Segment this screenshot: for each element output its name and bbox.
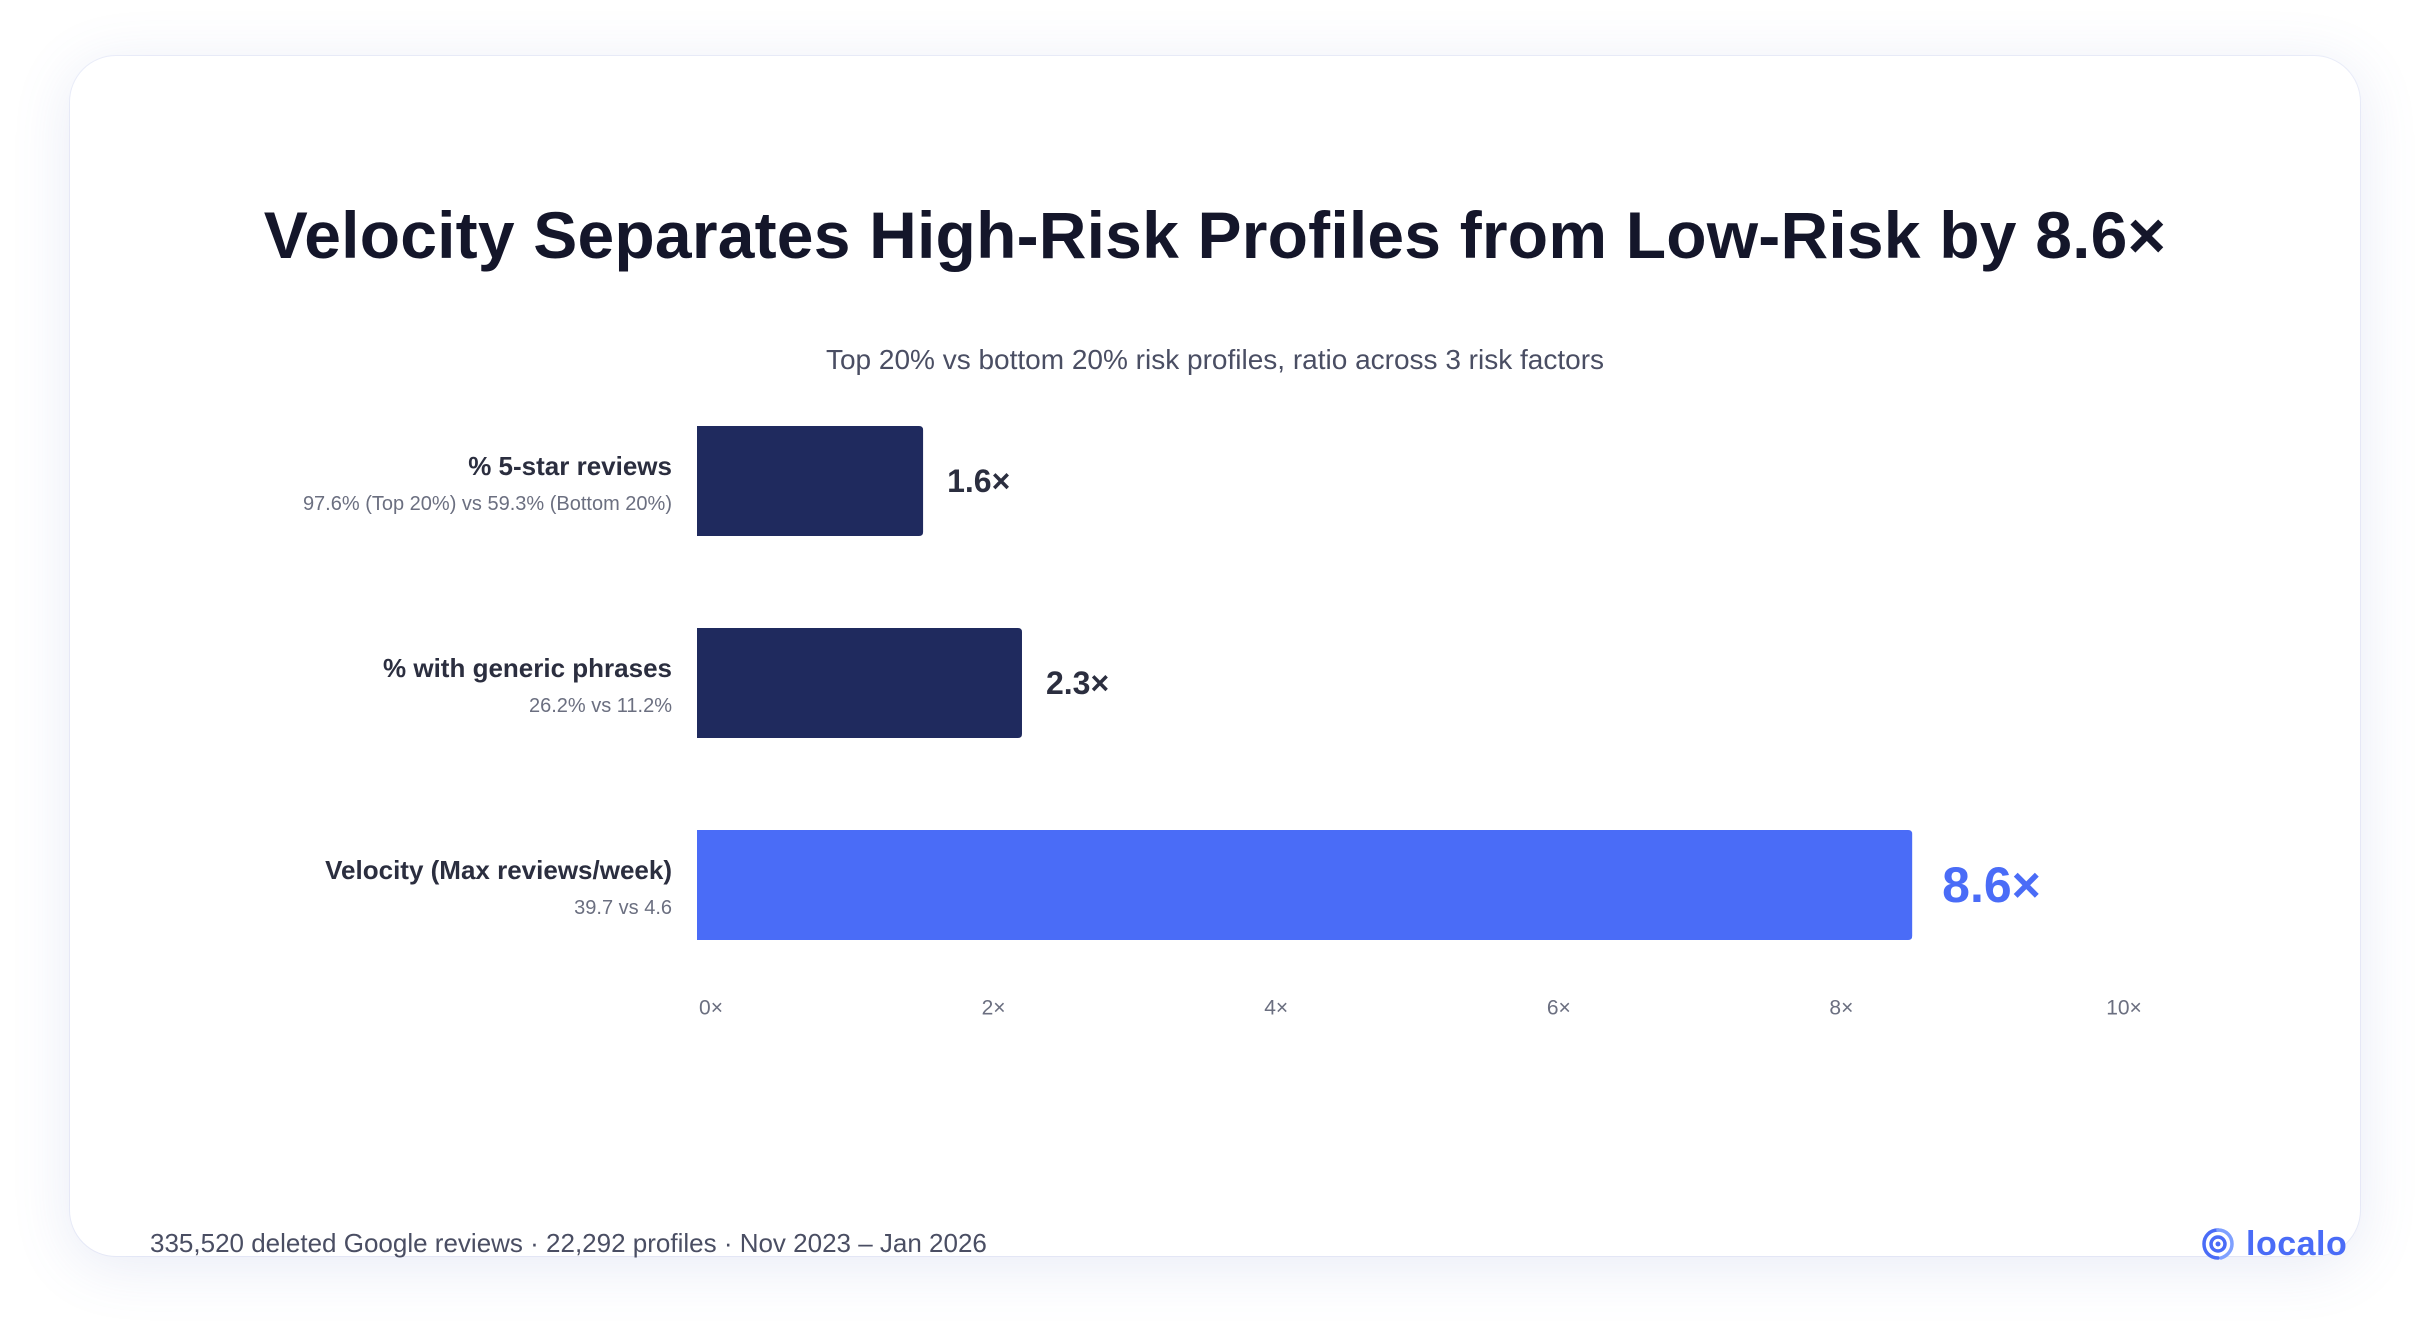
brand-logo: localo: [2198, 1220, 2347, 1268]
x-tick-label-4: 4×: [1264, 997, 1288, 1020]
value-label-3: 8.6×: [1942, 857, 2041, 913]
category-detail-2: 26.2% vs 11.2%: [529, 695, 672, 717]
category-detail-1: 97.6% (Top 20%) vs 59.3% (Bottom 20%): [303, 493, 672, 515]
value-label-1: 1.6×: [947, 463, 1010, 499]
brand-name: localo: [2246, 1224, 2348, 1263]
chart-subtitle: Top 20% vs bottom 20% risk profiles, rat…: [825, 344, 1605, 375]
x-tick-label-2: 2×: [982, 997, 1006, 1020]
footer-note: 335,520 deleted Google reviews · 22,292 …: [150, 1228, 987, 1258]
value-label-2: 2.3×: [1046, 665, 1109, 701]
bar-2: [697, 628, 1022, 738]
location-pin-icon: [2202, 1228, 2234, 1260]
bar-chart: 1.6× 2.3× 8.6× % 5-star reviews 97.6% (Top …: [303, 426, 2142, 1020]
bars-layer: 1.6× 2.3× 8.6×: [697, 426, 2041, 940]
category-label-2: % with generic phrases: [383, 653, 672, 683]
x-tick-label-8: 8×: [1829, 997, 1853, 1020]
x-tick-label-0: 0×: [699, 997, 723, 1020]
chart-card: Velocity Separates High-Risk Profiles fr…: [70, 56, 2360, 1263]
category-label-3: Velocity (Max reviews/week): [325, 855, 672, 885]
bar-1: [697, 426, 924, 536]
category-detail-3: 39.7 vs 4.6: [574, 897, 672, 919]
x-axis-ticks: 0× 2× 4× 6× 8× 10×: [699, 997, 2142, 1020]
x-tick-label-10: 10×: [2106, 997, 2142, 1020]
category-labels-layer: % 5-star reviews 97.6% (Top 20%) vs 59.3%…: [303, 451, 672, 919]
x-tick-label-6: 6×: [1547, 997, 1571, 1020]
category-label-1: % 5-star reviews: [468, 451, 672, 481]
bar-3: [697, 830, 1913, 940]
chart-title: Velocity Separates High-Risk Profiles fr…: [263, 198, 2167, 272]
